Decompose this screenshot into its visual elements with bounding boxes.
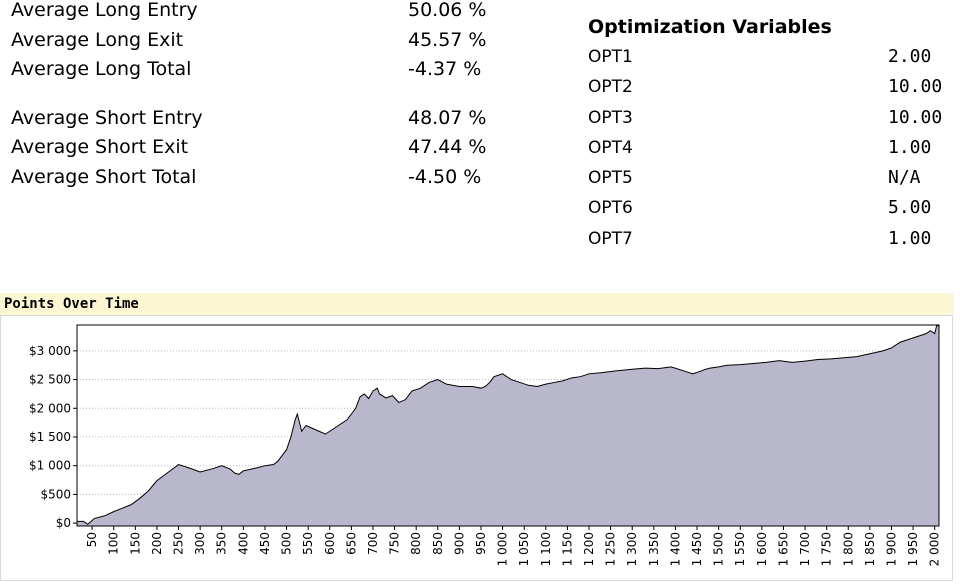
y-tick-label: $500 [40, 487, 71, 501]
chart-title: Points Over Time [0, 293, 954, 315]
opt-label: OPT2 [588, 77, 633, 98]
opt-value: 1.00 [888, 227, 932, 249]
opt-value: 1.00 [888, 136, 932, 158]
x-tick-label: 750 [388, 532, 402, 555]
x-tick-label: 1 100 [539, 532, 553, 566]
stat-label: Average Short Total [11, 165, 197, 188]
x-tick-label: 1 550 [733, 532, 747, 566]
x-tick-label: 550 [301, 532, 315, 555]
x-tick-label: 500 [280, 532, 294, 555]
x-tick-label: 50 [85, 532, 99, 547]
equity-line [77, 324, 940, 525]
stat-row-long-total: Average Long Total -4.37 % [11, 55, 511, 85]
x-tick-label: 450 [258, 532, 272, 555]
stat-row-long-entry: Average Long Entry 50.06 % [11, 0, 511, 26]
x-tick-label: 1 600 [755, 532, 769, 566]
x-tick-label: 850 [431, 532, 445, 555]
opt-label: OPT6 [588, 198, 633, 219]
y-tick-label: $1 000 [29, 459, 71, 473]
x-tick-label: 1 750 [820, 532, 834, 566]
x-tick-label: 950 [474, 532, 488, 555]
x-tick-label: 1 050 [517, 532, 531, 566]
x-tick-label: 1 000 [496, 532, 510, 566]
x-tick-label: 1 850 [863, 532, 877, 566]
opt-value: 2.00 [888, 46, 932, 67]
x-tick-label: 1 900 [884, 532, 898, 566]
x-tick-label: 1 150 [560, 532, 574, 566]
x-tick-label: 1 650 [776, 532, 790, 566]
points-over-time-chart: $0 $500 $1 000 $1 500 $2 000 $2 500 $3 000 50 10… [0, 315, 953, 581]
opt-row-5: OPT5 N/A [588, 163, 948, 193]
x-tick-label: 1 950 [906, 532, 920, 566]
x-tick-label: 2 000 [928, 532, 942, 566]
stat-row-short-exit: Average Short Exit 47.44 % [11, 133, 511, 163]
x-tick-label: 650 [344, 532, 358, 555]
x-tick-label: 400 [236, 532, 250, 555]
x-tick-label: 250 [172, 532, 186, 555]
opt-value: 10.00 [888, 106, 943, 128]
x-tick-label: 800 [409, 532, 423, 555]
opt-label: OPT5 [588, 168, 633, 189]
stat-value: 45.57 % [408, 28, 487, 51]
x-tick-label: 150 [128, 532, 142, 555]
optimization-title: Optimization Variables [588, 16, 832, 38]
opt-row-2: OPT2 10.00 [588, 72, 948, 102]
x-tick-label: 1 700 [798, 532, 812, 566]
stat-value: -4.50 % [408, 165, 482, 188]
plot-border [76, 324, 940, 527]
opt-row-6: OPT6 5.00 [588, 193, 948, 223]
y-tick-label: $2 000 [29, 401, 71, 415]
stat-row-short-entry: Average Short Entry 48.07 % [11, 104, 511, 134]
x-tick-label: 100 [107, 532, 121, 555]
stat-value: 50.06 % [408, 0, 487, 21]
stat-label: Average Short Entry [11, 106, 203, 129]
opt-label: OPT3 [588, 107, 633, 128]
opt-value: N/A [888, 167, 921, 189]
equity-area-fill [77, 325, 939, 526]
stat-value: 48.07 % [408, 106, 487, 129]
y-tick-label: $2 500 [29, 373, 71, 387]
x-tick-label: 600 [323, 532, 337, 555]
x-tick-label: 200 [150, 532, 164, 555]
y-tick-label: $1 500 [29, 430, 71, 444]
x-tick-label: 300 [193, 532, 207, 555]
stat-label: Average Long Entry [11, 0, 198, 21]
opt-label: OPT4 [588, 137, 633, 158]
opt-label: OPT7 [588, 228, 633, 249]
stat-value: -4.37 % [408, 58, 482, 80]
opt-row-4: OPT4 1.00 [588, 133, 948, 163]
opt-row-3: OPT3 10.00 [588, 103, 948, 133]
optimization-variables-panel: Optimization Variables OPT1 2.00 OPT2 10… [588, 13, 948, 254]
stat-row-short-total: Average Short Total -4.50 % [11, 163, 511, 193]
opt-row-7: OPT7 1.00 [588, 224, 948, 254]
stat-row-long-exit: Average Long Exit 45.57 % [11, 26, 511, 56]
stat-label: Average Long Exit [11, 28, 184, 51]
x-tick-label: 1 250 [604, 532, 618, 566]
x-tick-label: 1 500 [712, 532, 726, 566]
stat-value: 47.44 % [408, 136, 487, 158]
opt-label: OPT1 [588, 47, 633, 67]
opt-row-1: OPT1 2.00 [588, 42, 948, 72]
x-tick-label: 1 200 [582, 532, 596, 566]
stats-left-panel: Average Long Entry 50.06 % Average Long … [11, 0, 511, 192]
stat-label: Average Short Exit [11, 136, 189, 158]
y-tick-label: $0 [56, 516, 71, 530]
x-tick-label: 1 800 [841, 532, 855, 566]
x-tick-label: 350 [215, 532, 229, 555]
x-tick-label: 1 300 [625, 532, 639, 566]
x-tick-label: 700 [366, 532, 380, 555]
x-tick-label: 1 400 [668, 532, 682, 566]
opt-value: 10.00 [888, 76, 943, 98]
x-tick-label: 1 450 [690, 532, 704, 566]
stat-label: Average Long Total [11, 58, 192, 80]
y-tick-label: $3 000 [29, 344, 71, 358]
opt-value: 5.00 [888, 197, 932, 219]
x-tick-label: 1 350 [647, 532, 661, 566]
x-tick-label: 900 [452, 532, 466, 555]
